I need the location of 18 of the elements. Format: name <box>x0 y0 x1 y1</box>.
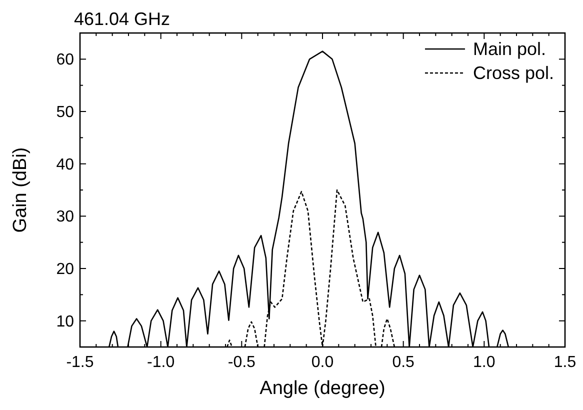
y-tick-label: 30 <box>56 208 74 226</box>
y-axis-title: Gain (dBi) <box>10 147 31 233</box>
x-tick-label: 1.0 <box>473 354 496 371</box>
y-tick-label: 60 <box>56 52 74 69</box>
x-tick-label: 0.0 <box>311 354 334 371</box>
x-axis-title: Angle (degree) <box>260 378 386 399</box>
legend-label: Cross pol. <box>473 63 554 83</box>
legend-label: Main pol. <box>473 39 546 59</box>
x-tick-label: 1.5 <box>554 354 576 371</box>
chart-title: 461.04 GHz <box>74 9 170 29</box>
x-tick-label: -1.5 <box>66 354 94 371</box>
x-tick-label: -0.5 <box>228 354 256 371</box>
x-tick-label: 0.5 <box>392 354 415 371</box>
y-tick-label: 10 <box>56 313 74 330</box>
y-tick-label: 20 <box>56 261 74 278</box>
y-tick-label: 40 <box>56 156 74 174</box>
y-tick-label: 50 <box>56 104 74 121</box>
x-tick-label: -1.0 <box>147 354 175 371</box>
